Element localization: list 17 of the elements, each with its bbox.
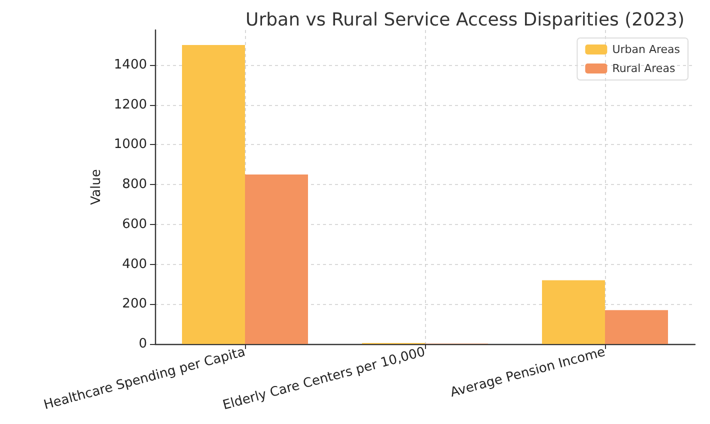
y-tick-label: 400: [122, 256, 147, 272]
bar: [605, 310, 668, 344]
y-tick-label: 1400: [114, 57, 147, 72]
y-tick-label: 600: [122, 216, 147, 232]
y-tick-label: 200: [122, 296, 147, 312]
chart-title: Urban vs Rural Service Access Disparities (2023): [246, 10, 684, 30]
x-tick-label: Average Pension Income: [448, 344, 607, 401]
y-tick-label: 1200: [114, 97, 147, 112]
bar: [182, 44, 245, 344]
y-tick-label: 1000: [114, 137, 147, 152]
legend-label: Rural Areas: [612, 62, 676, 75]
y-tick-label: 800: [122, 177, 147, 192]
bar: [245, 174, 308, 344]
y-tick-label: 0: [138, 336, 147, 352]
bar: [542, 280, 605, 344]
legend-label: Urban Areas: [612, 43, 680, 56]
y-axis-title: Value: [89, 169, 104, 205]
